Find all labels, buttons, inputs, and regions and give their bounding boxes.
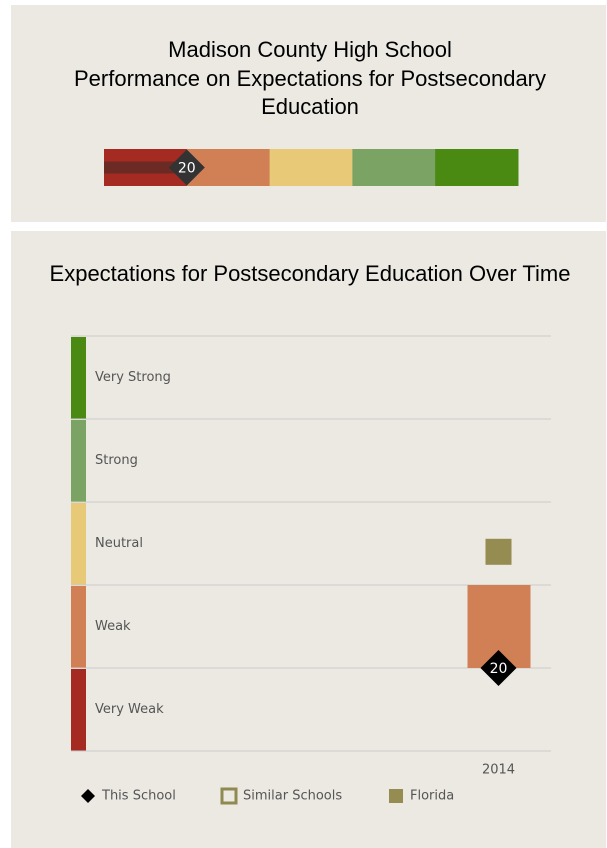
school-value-label: 20 xyxy=(490,661,508,677)
band-strip xyxy=(71,420,86,502)
gauge-band xyxy=(352,149,436,186)
legend-swatch xyxy=(389,789,403,803)
gauge-marker xyxy=(168,149,205,186)
band-strip xyxy=(71,669,86,751)
chart-title: Madison County High School xyxy=(168,37,452,62)
band-strip xyxy=(71,503,86,585)
gauge-value-label: 20 xyxy=(178,161,196,177)
band-label: Neutral xyxy=(95,536,143,551)
school-marker xyxy=(480,650,517,686)
gauge-band xyxy=(269,149,353,186)
chart-subtitle: Performance on Expectations for Postseco… xyxy=(74,66,546,119)
legend-swatch xyxy=(220,787,238,805)
band-label: Weak xyxy=(95,619,131,634)
legend-swatch xyxy=(81,789,95,803)
gauge-fill xyxy=(104,161,187,174)
legend-label: Florida xyxy=(410,789,454,804)
gauge-band xyxy=(435,149,519,186)
legend-label: Similar Schools xyxy=(243,789,342,804)
band-label: Very Strong xyxy=(95,370,171,385)
band-strip xyxy=(71,586,86,668)
chart-title: Expectations for Postsecondary Education… xyxy=(50,261,571,286)
florida-mark xyxy=(485,538,512,565)
band-label: Very Weak xyxy=(95,702,164,717)
legend-label: This School xyxy=(101,789,176,804)
x-tick-label: 2014 xyxy=(482,763,515,778)
band-label: Strong xyxy=(95,453,138,468)
band-strip xyxy=(71,337,86,419)
